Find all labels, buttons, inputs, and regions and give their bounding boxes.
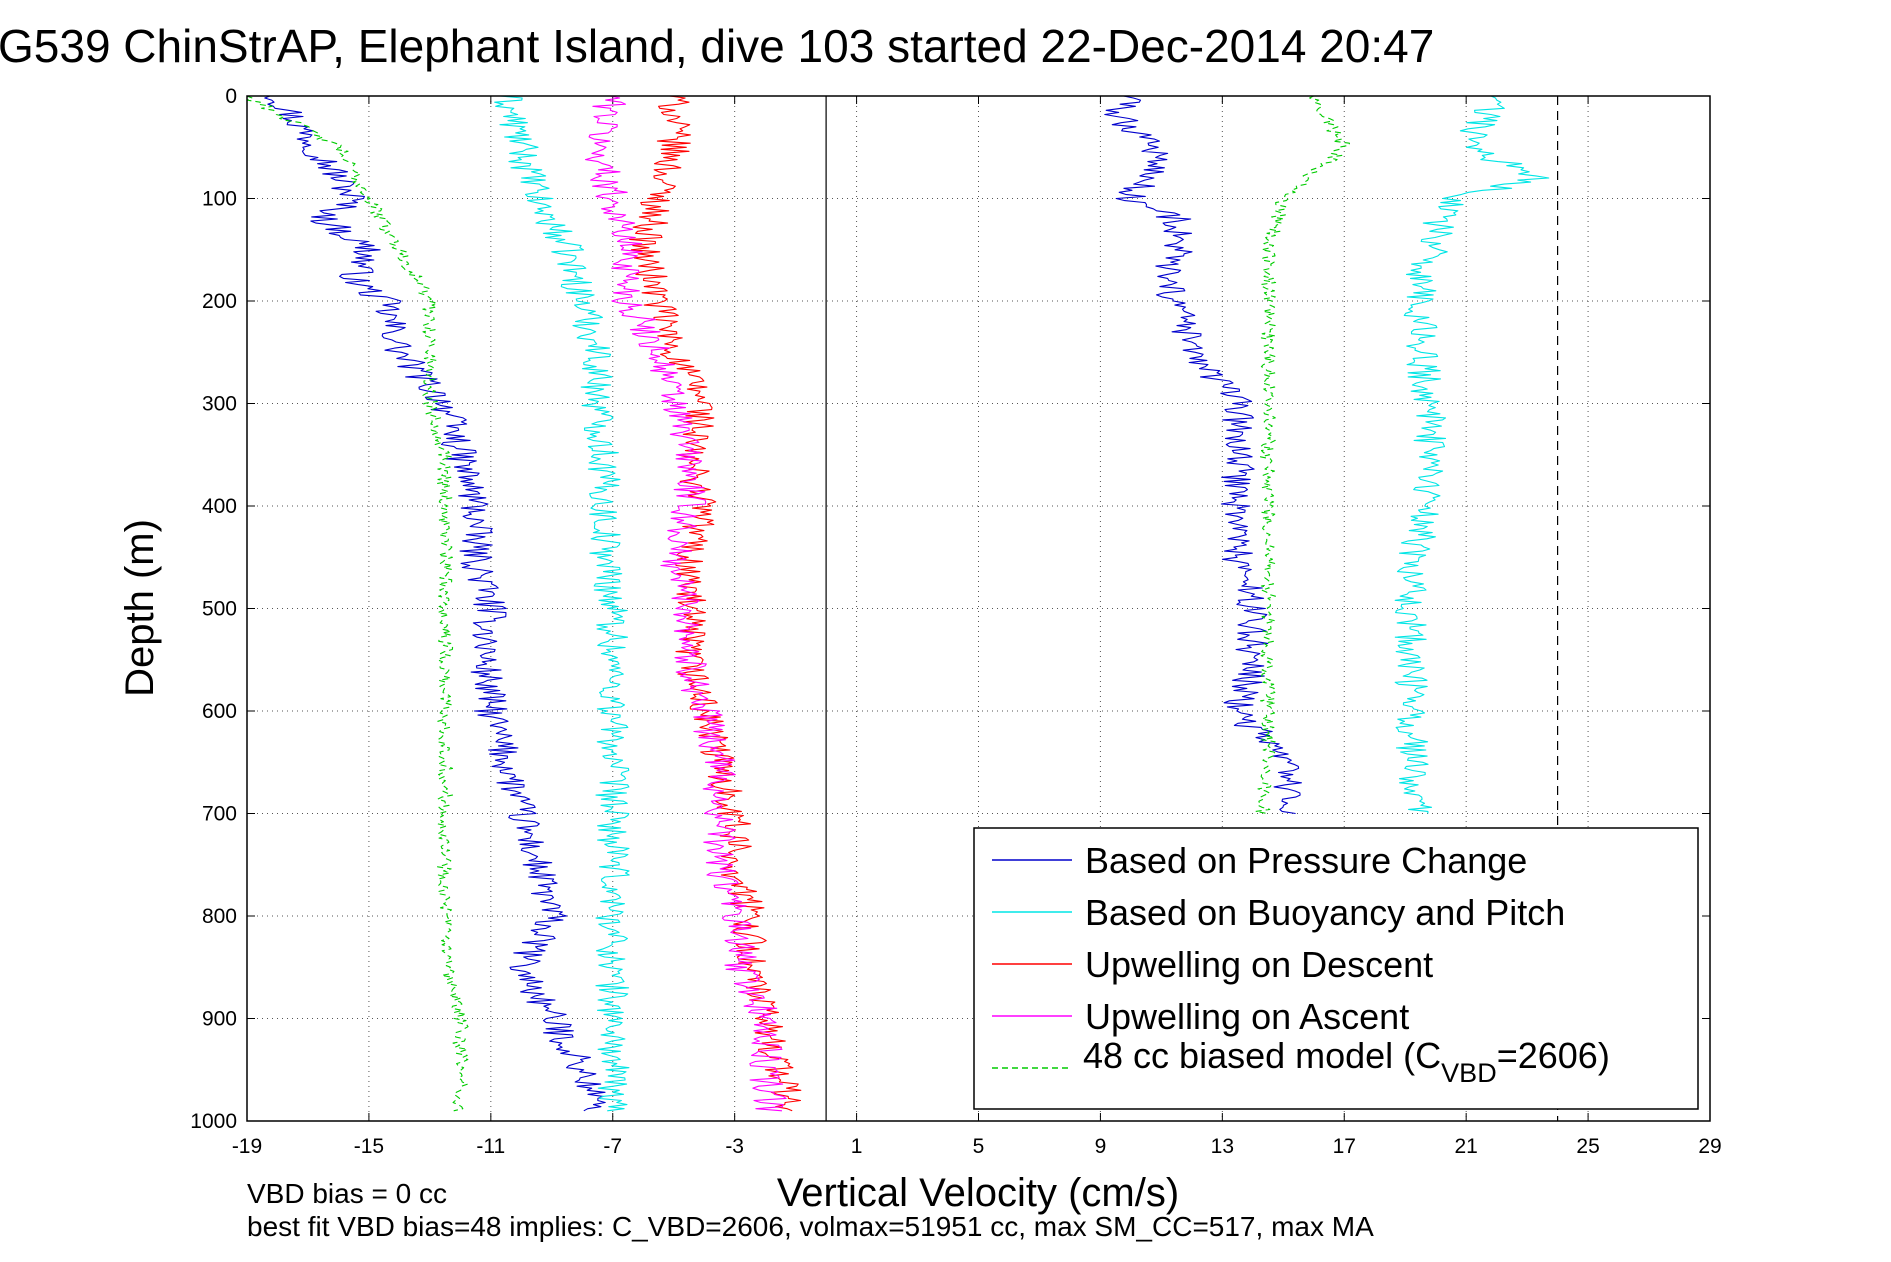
legend-label-model: 48 cc biased model (CVBD=2606) bbox=[1083, 1035, 1610, 1088]
legend: Based on Pressure Change Based on Buoyanc… bbox=[973, 827, 1699, 1110]
y-tick-label: 900 bbox=[202, 1008, 237, 1031]
y-tick-label: 100 bbox=[202, 188, 237, 211]
series-line bbox=[264, 96, 606, 1112]
x-axis-label: Vertical Velocity (cm/s) bbox=[777, 1171, 1179, 1215]
grid bbox=[246, 95, 1711, 1122]
y-axis-label: Depth (m) bbox=[118, 519, 162, 697]
x-tick-label: -7 bbox=[603, 1135, 622, 1158]
legend-label: Based on Pressure Change bbox=[1085, 840, 1527, 881]
series-line bbox=[584, 96, 787, 1112]
x-tick-label: 13 bbox=[1211, 1135, 1234, 1158]
y-tick-label: 1000 bbox=[190, 1110, 237, 1133]
chart-title: G539 ChinStrAP, Elephant Island, dive 10… bbox=[0, 20, 1434, 72]
reference-lines bbox=[825, 96, 1559, 1121]
x-tick-label: -11 bbox=[476, 1135, 505, 1158]
legend-model-suffix: =2606) bbox=[1497, 1035, 1610, 1076]
legend-items: Based on Pressure Change Based on Buoyanc… bbox=[992, 840, 1565, 1037]
plot-frame bbox=[246, 95, 1711, 1122]
y-tick-label: 400 bbox=[202, 495, 237, 518]
series-line bbox=[494, 96, 630, 1112]
y-tick-label: 600 bbox=[202, 700, 237, 723]
legend-model-prefix: 48 cc biased model (C bbox=[1083, 1035, 1441, 1076]
best-fit-note: best fit VBD bias=48 implies: C_VBD=2606… bbox=[247, 1211, 1374, 1242]
series-line bbox=[1394, 96, 1550, 814]
legend-model-subscript: VBD bbox=[1441, 1058, 1497, 1088]
x-tick-labels: -19 -15 -11 -7 -3 1 5 9 13 17 21 25 29 bbox=[232, 1135, 1722, 1158]
vbd-bias-note: VBD bias = 0 cc bbox=[247, 1178, 447, 1209]
y-tick-labels: 0 100 200 300 400 500 600 700 800 900 1000 bbox=[190, 85, 237, 1133]
x-tick-label: 5 bbox=[973, 1135, 985, 1158]
x-tick-label: -3 bbox=[725, 1135, 744, 1158]
x-tick-label: 9 bbox=[1095, 1135, 1107, 1158]
x-tick-label: 1 bbox=[851, 1135, 863, 1158]
x-tick-label: -15 bbox=[354, 1135, 384, 1158]
x-tick-label: 29 bbox=[1698, 1135, 1721, 1158]
x-tick-label: -19 bbox=[232, 1135, 262, 1158]
y-tick-label: 800 bbox=[202, 905, 237, 928]
legend-box bbox=[973, 827, 1699, 1110]
series-group bbox=[247, 96, 1550, 1112]
y-tick-label: 200 bbox=[202, 290, 237, 313]
x-tick-label: 17 bbox=[1333, 1135, 1356, 1158]
y-tick-label: 300 bbox=[202, 393, 237, 416]
legend-label: Upwelling on Ascent bbox=[1085, 996, 1409, 1037]
y-tick-label: 700 bbox=[202, 803, 237, 826]
y-tick-label: 500 bbox=[202, 598, 237, 621]
series-line bbox=[1104, 96, 1302, 815]
legend-label: Based on Buoyancy and Pitch bbox=[1085, 892, 1565, 933]
series-line bbox=[1255, 96, 1350, 815]
y-tick-label: 0 bbox=[225, 85, 237, 108]
x-tick-label: 21 bbox=[1454, 1135, 1477, 1158]
x-tick-label: 25 bbox=[1576, 1135, 1599, 1158]
series-line bbox=[629, 96, 802, 1112]
series-line bbox=[247, 96, 469, 1112]
legend-label: Upwelling on Descent bbox=[1085, 944, 1433, 985]
